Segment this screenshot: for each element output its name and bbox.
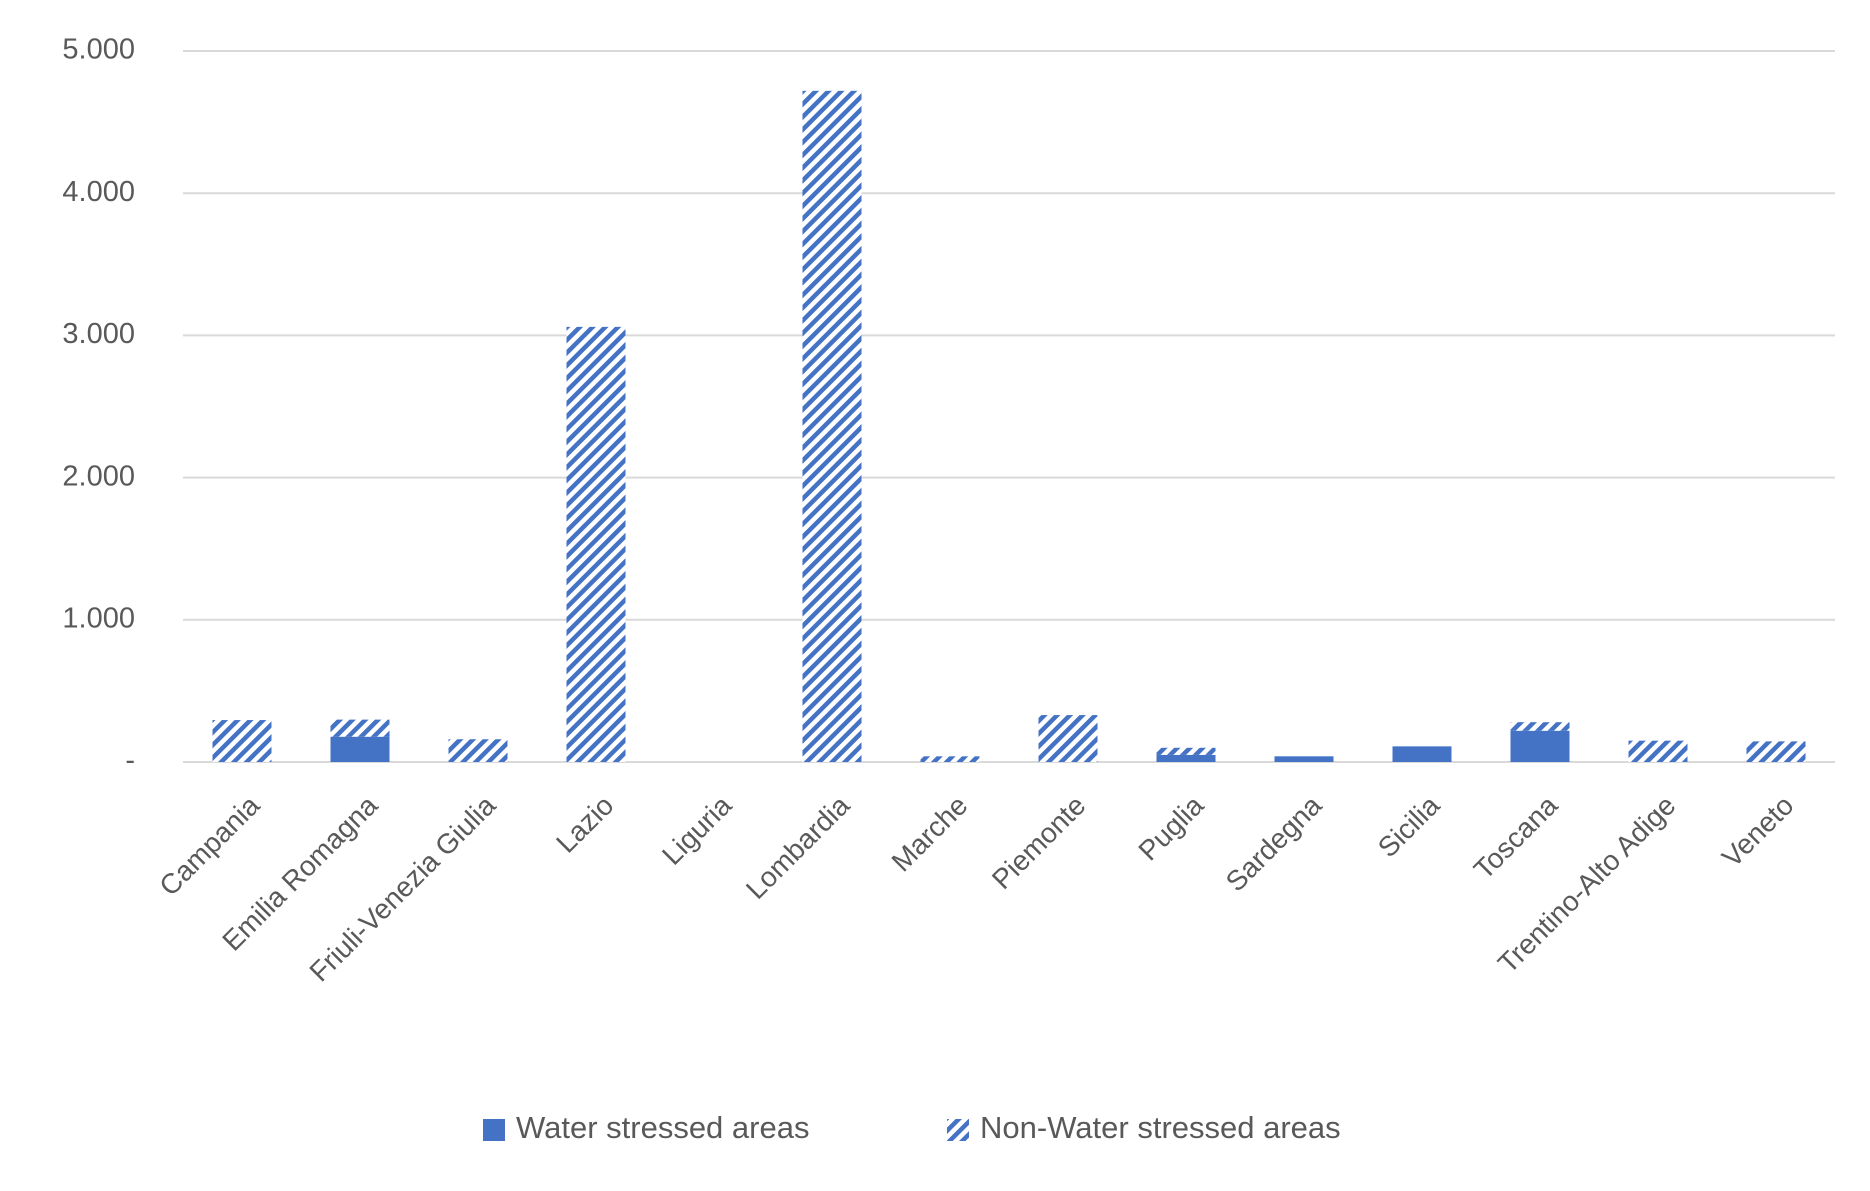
x-tick-label: Liguria (656, 789, 738, 871)
bar-segment (1746, 741, 1806, 762)
x-tick-label: Veneto (1716, 790, 1800, 874)
bar-segment (1274, 756, 1334, 762)
legend-label: Water stressed areas (516, 1110, 809, 1145)
y-tick-label: 3.000 (62, 318, 135, 350)
bar-segment (1510, 730, 1570, 762)
bar-segment (212, 720, 272, 762)
bar-segment (1628, 740, 1688, 762)
legend-label: Non-Water stressed areas (980, 1110, 1341, 1145)
x-tick-label: Campania (153, 789, 265, 901)
bar-segment (1392, 746, 1452, 762)
x-tick-label: Sardegna (1220, 789, 1328, 897)
y-tick-label: 1.000 (62, 602, 135, 634)
bar-segment (1038, 715, 1098, 762)
bar-segment (1156, 754, 1216, 762)
y-tick-label: 4.000 (62, 176, 135, 208)
x-tick-label: Puglia (1133, 789, 1210, 866)
x-tick-label: Sicilia (1372, 789, 1446, 863)
bar-segment (566, 326, 626, 762)
x-tick-label: Marche (886, 790, 974, 878)
y-tick-label: 2.000 (62, 460, 135, 492)
bar-segment (1510, 722, 1570, 731)
bar-segment (330, 719, 390, 737)
bar-segment (330, 736, 390, 762)
x-tick-label: Toscana (1468, 789, 1564, 885)
legend-swatch (947, 1119, 969, 1141)
x-tick-label: Piemonte (986, 790, 1092, 896)
bar-segment (802, 90, 862, 763)
y-tick-label: - (125, 745, 135, 777)
x-tick-label: Lazio (550, 790, 619, 859)
legend-swatch (483, 1119, 505, 1141)
y-tick-label: 5.000 (62, 34, 135, 66)
bar-segment (1156, 747, 1216, 755)
bar-segment (920, 756, 980, 762)
x-tick-label: Lombardia (740, 789, 856, 905)
bar-segment (448, 739, 508, 762)
